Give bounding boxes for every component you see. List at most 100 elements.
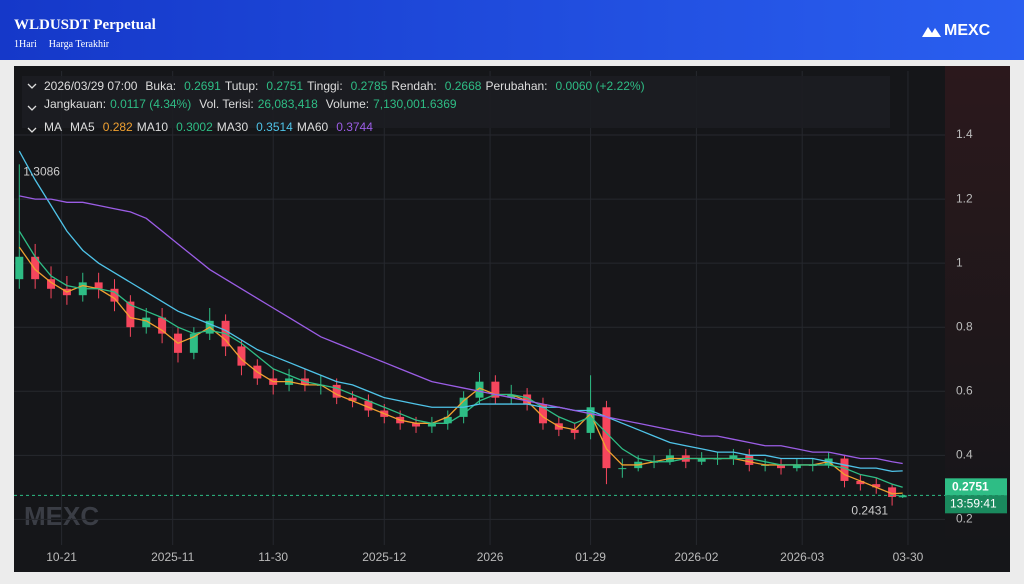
candle-body	[888, 487, 897, 497]
candle-body	[602, 407, 611, 469]
info-value: 7,130,001.6369	[373, 97, 457, 111]
candle-body	[538, 404, 547, 424]
candle-body	[507, 394, 516, 398]
info-label: Vol. Terisi:	[199, 97, 253, 111]
countdown-badge	[945, 495, 1007, 514]
ma-value: 0.3744	[336, 120, 373, 134]
ma-line	[19, 195, 903, 465]
x-tick-label: 2026	[477, 550, 504, 564]
candle-body	[47, 279, 56, 289]
price-badge	[945, 478, 1007, 496]
x-tick-label: 2026-02	[674, 550, 718, 564]
info-value: 26,083,418	[258, 97, 318, 111]
candle-body	[898, 495, 907, 498]
info-label: Jangkauan:	[44, 97, 106, 111]
y-tick-label: 0.2	[956, 512, 973, 526]
price-badge-text: 0.2751	[952, 479, 989, 493]
y-tick-label: 0.6	[956, 383, 973, 397]
candle-body	[110, 288, 119, 302]
candle-body	[523, 394, 532, 405]
candle-body	[189, 333, 198, 353]
candle-body	[872, 484, 881, 488]
candle-body	[745, 455, 754, 465]
candle-body	[475, 381, 484, 398]
info-row: 2026/03/29 07:00 Buka: 0.2691 Tutup: 0.2…	[44, 79, 645, 93]
subtitle: 1Hari Harga Terakhir	[14, 39, 121, 50]
candle-body	[427, 423, 436, 427]
candle-body	[618, 468, 627, 470]
chart: MEXC 0.20.40.60.811.21.410-21 2025-11 11-3…	[14, 66, 1010, 572]
ma-value: 0.3002	[176, 120, 213, 134]
info-row: Jangkauan: 0.0117 (4.34%) Vol. Terisi: 2…	[44, 97, 457, 111]
info-value: 0.0060 (+2.22%)	[556, 79, 645, 93]
info-label: Volume:	[326, 97, 369, 111]
ma-name: MA5	[70, 120, 95, 134]
info-value: 0.2751	[266, 79, 303, 93]
candle-body	[777, 464, 786, 469]
y-tick-label: 1	[956, 255, 963, 269]
x-tick-label: 11-30	[258, 550, 288, 564]
info-label: Rendah:	[391, 79, 436, 93]
x-tick-label: 03-30	[893, 550, 924, 564]
info-label: Buka:	[145, 79, 176, 93]
candle-body	[94, 282, 103, 289]
info-value: 0.0117 (4.34%)	[110, 97, 191, 111]
ma-line	[18, 246, 903, 495]
candle-body	[237, 346, 246, 366]
y-tick-label: 1.4	[956, 127, 973, 141]
candle-body	[126, 301, 135, 328]
info-label: Perubahan:	[485, 79, 547, 93]
candle-body	[840, 458, 849, 481]
x-tick-label: 2026-03	[780, 550, 824, 564]
candle-body	[412, 423, 421, 427]
info-value: 0.2785	[351, 79, 388, 93]
info-panel	[22, 76, 890, 128]
low-label: 0.2431	[851, 504, 888, 518]
candle-body	[158, 317, 167, 334]
countdown-text: 13:59:41	[950, 496, 997, 510]
header: WLDUSDT Perpetual 1Hari Harga Terakhir ME…	[0, 0, 1024, 60]
y-tick-label: 1.2	[956, 191, 973, 205]
logo-text: MEXC	[944, 22, 991, 39]
candle-body	[491, 381, 500, 398]
info-label: Tinggi:	[307, 79, 343, 93]
ma-value: 0.282	[103, 120, 133, 134]
ma-name: MA60	[297, 120, 329, 134]
candle-body	[15, 256, 24, 280]
candle-body	[364, 400, 373, 411]
candle-body	[443, 416, 452, 424]
candle-body	[31, 256, 40, 280]
ma-name: MA30	[217, 120, 249, 134]
axis-bg	[945, 66, 1010, 546]
candle-body	[792, 464, 801, 469]
candle-body	[348, 397, 357, 401]
x-tick-label: 01-29	[575, 550, 606, 564]
price-type: Harga Terakhir	[48, 39, 110, 50]
chevrons	[27, 83, 37, 133]
high-label: 1.3086	[23, 164, 60, 178]
candle-body	[586, 407, 595, 433]
info-label: Tutup:	[225, 79, 259, 93]
candle-body	[570, 429, 579, 433]
info-value: 0.2691	[184, 79, 221, 93]
ma-line	[18, 150, 903, 472]
x-tick-label: 2025-11	[151, 550, 194, 564]
logo: MEXC	[922, 22, 991, 39]
ma-value: 0.3514	[256, 120, 293, 134]
chart-bg	[14, 66, 1010, 572]
info-date: 2026/03/29 07:00	[44, 79, 138, 93]
title: WLDUSDT Perpetual	[14, 17, 156, 33]
candle-body	[142, 317, 151, 328]
y-tick-label: 0.8	[956, 319, 973, 333]
x-tick-label: 10-21	[46, 550, 77, 564]
ma-legend: MA MA5 0.282 MA10 0.3002 MA30 0.3514 MA60 0.374…	[44, 120, 373, 134]
candle-body	[729, 455, 738, 459]
candle-body	[856, 480, 865, 485]
ma-name: MA10	[137, 120, 169, 134]
info-value: 0.2668	[445, 79, 482, 93]
y-tick-label: 0.4	[956, 447, 973, 461]
ma-line	[18, 230, 903, 488]
ma-label: MA	[44, 120, 62, 134]
candle-body	[332, 384, 341, 398]
